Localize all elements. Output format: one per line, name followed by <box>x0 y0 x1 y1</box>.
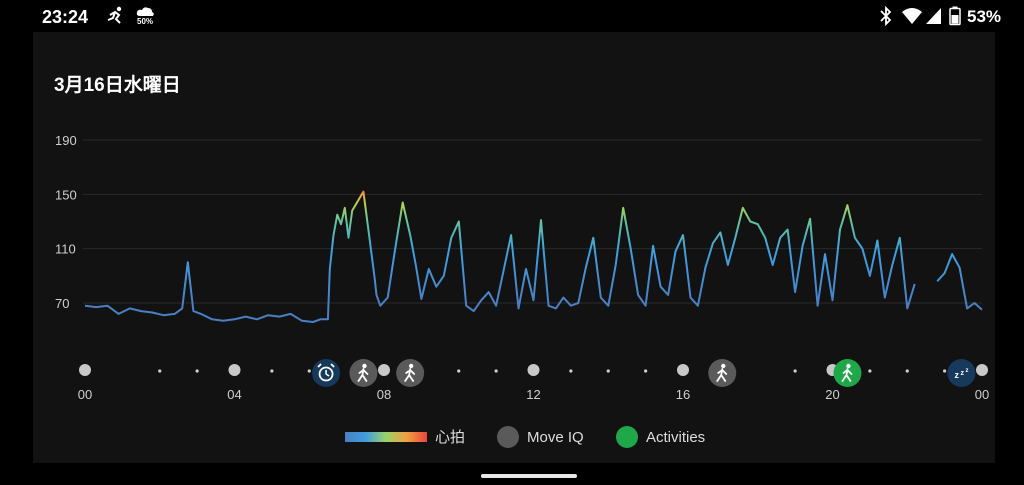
legend-heart-rate-label: 心拍 <box>435 429 466 446</box>
timeline-small-dot <box>943 369 947 373</box>
timeline-dot <box>79 364 91 376</box>
timeline-small-dot <box>905 369 909 373</box>
legend-move-iq-label: Move IQ <box>527 428 584 446</box>
x-tick-label: 00 <box>975 387 989 402</box>
signal-icon <box>926 8 941 24</box>
timeline-dot <box>527 364 540 376</box>
y-axis: 190 150 110 70 <box>55 133 77 311</box>
activity-walk-icon[interactable] <box>833 359 862 387</box>
timeline-small-dot <box>569 369 573 373</box>
timeline-small-dot <box>457 369 461 373</box>
x-tick-label: 12 <box>526 387 540 402</box>
status-small-badge: 50% <box>137 17 154 26</box>
timeline-dot <box>677 364 689 376</box>
status-time: 23:24 <box>42 7 89 27</box>
svg-text:z: z <box>960 370 964 377</box>
heart-rate-line <box>84 190 983 323</box>
y-tick-label: 70 <box>55 296 69 311</box>
legend-move-iq: Move IQ <box>497 426 584 448</box>
cloud-icon <box>136 7 154 16</box>
legend: 心拍 Move IQ Activities <box>0 426 1024 448</box>
move-iq-walk-icon[interactable] <box>708 359 737 387</box>
y-tick-label: 150 <box>55 187 77 202</box>
timeline-dot <box>976 364 988 376</box>
x-axis: 00 04 08 12 16 20 00 <box>78 387 989 402</box>
x-tick-label: 00 <box>78 387 92 402</box>
timeline-small-dot <box>868 369 872 373</box>
exercise-icon <box>107 6 122 24</box>
svg-text:z: z <box>965 368 968 374</box>
timeline-small-dot <box>158 369 162 373</box>
timeline-small-dot <box>494 369 498 373</box>
heart-rate-series <box>84 190 983 323</box>
page-title: 3月16日水曜日 <box>54 75 181 96</box>
x-tick-label: 16 <box>676 387 690 402</box>
timeline-small-dot <box>307 369 311 373</box>
timeline-small-dot <box>270 369 274 373</box>
x-tick-label: 20 <box>825 387 839 402</box>
heart-rate-gradient-swatch <box>345 431 427 442</box>
grid <box>83 139 982 304</box>
activities-dot <box>616 426 638 448</box>
timeline-dot <box>378 364 390 376</box>
wifi-icon <box>902 8 922 24</box>
timeline-small-dot <box>644 369 648 373</box>
y-tick-label: 190 <box>55 133 77 148</box>
legend-heart-rate: 心拍 <box>345 426 465 447</box>
move-iq-walk-icon[interactable] <box>349 359 378 387</box>
timeline-small-dot <box>793 369 797 373</box>
home-indicator[interactable] <box>481 474 577 478</box>
svg-text:z: z <box>954 370 959 380</box>
heart-rate-card <box>33 32 995 463</box>
alarm-clock-icon[interactable] <box>312 359 341 387</box>
move-iq-dot <box>497 426 519 448</box>
move-iq-walk-icon[interactable] <box>396 359 425 387</box>
battery-percent: 53% <box>967 7 1002 26</box>
legend-activities: Activities <box>616 426 705 448</box>
timeline-small-dot <box>606 369 610 373</box>
y-tick-label: 110 <box>55 242 76 257</box>
status-bar: 23:24 50% 53% <box>0 0 1024 32</box>
x-tick-label: 04 <box>227 387 241 402</box>
x-tick-label: 08 <box>377 387 391 402</box>
battery-icon <box>949 6 961 26</box>
legend-activities-label: Activities <box>646 428 706 446</box>
bluetooth-icon <box>880 6 892 26</box>
timeline-dot <box>228 364 241 376</box>
timeline-small-dot <box>195 369 199 373</box>
